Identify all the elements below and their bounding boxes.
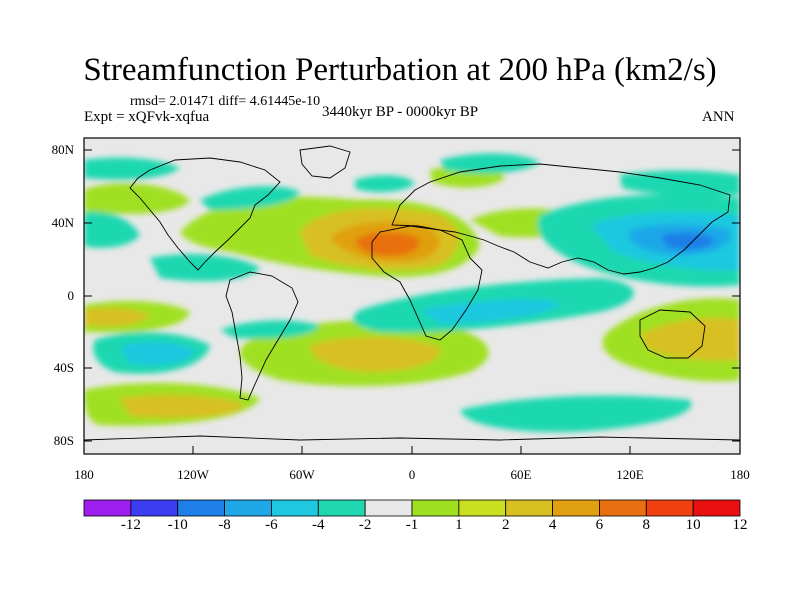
colorbar-label: -12 (120, 517, 141, 533)
chart-title: Streamfunction Perturbation at 200 hPa (… (83, 52, 717, 88)
contour-positive-sahara-core (355, 232, 420, 256)
colorbar-box (130, 499, 179, 517)
africa-outline (371, 225, 483, 341)
colorbar-label: -1 (405, 517, 419, 533)
period-label: 3440kyr BP - 0000kyr BP (322, 104, 479, 120)
colorbar-box (645, 499, 694, 517)
lon-tick-label: 120E (616, 467, 644, 482)
lat-tick-label: 40S (53, 360, 74, 375)
colorbar-label: 2 (501, 517, 510, 533)
lat-tick-label: 40N (51, 215, 74, 230)
colorbar-label: -2 (358, 517, 372, 533)
contour-negative-arctic-asia (440, 153, 540, 174)
contour-negative-east-asia-core-3 (660, 232, 715, 250)
colorbar-box (271, 499, 319, 517)
colorbar-box (411, 499, 460, 517)
australia-outline (639, 309, 706, 359)
north-america-outline (129, 157, 281, 271)
colorbar (83, 499, 741, 517)
colorbar-box (177, 499, 225, 517)
contour-positive-australia-core (640, 317, 740, 361)
lat-tick-label: 80N (51, 142, 74, 157)
colorbar-label: 1 (455, 517, 463, 533)
colorbar-box (505, 499, 553, 517)
colorbar-label: 8 (642, 517, 651, 533)
lon-tick-label: 120W (177, 467, 209, 482)
contour-negative-north-pacific-west (84, 211, 140, 248)
colorbar-label: -4 (312, 517, 325, 533)
contour-positive-southeast-pacific-core (84, 307, 150, 327)
colorbar-box (552, 499, 600, 517)
contour-negative-arctic-pacific (84, 157, 180, 180)
antarctica-outline (84, 435, 740, 441)
experiment-label: Expt = xQFvk-xqfua (84, 109, 210, 125)
lon-tick-label: 180 (74, 467, 94, 482)
lat-tick-label: 80S (53, 433, 74, 448)
contour-negative-arctic-europe (355, 175, 415, 193)
south-america-outline (225, 271, 299, 401)
colorbar-label: -8 (218, 517, 231, 533)
colorbar-label: 4 (548, 517, 557, 533)
colorbar-box (692, 499, 741, 517)
contour-negative-southern-pacific (220, 320, 320, 339)
contour-positive-southern-ocean-core (120, 395, 245, 418)
colorbar-box (364, 499, 413, 517)
lon-tick-label: 60E (510, 467, 532, 482)
season-label: ANN (702, 109, 735, 125)
colorbar-box (317, 499, 366, 517)
colorbar-label: 6 (595, 517, 604, 533)
colorbar-label: -6 (265, 517, 278, 533)
colorbar-box (83, 499, 132, 517)
colorbar-label: 10 (685, 517, 701, 533)
colorbar-box (458, 499, 507, 517)
lon-tick-label: 0 (408, 467, 416, 482)
contour-field (84, 153, 740, 433)
greenland-outline (299, 145, 351, 179)
colorbar-box (599, 499, 647, 517)
colorbar-label: 12 (732, 517, 748, 533)
contour-negative-south-pacific-core (120, 341, 195, 366)
contour-negative-north-atlantic (200, 186, 300, 210)
contour-negative-tropical-indian-core (420, 299, 560, 324)
lon-tick-label: 180 (730, 467, 750, 482)
eurasia-outline (391, 163, 731, 275)
lon-tick-label: 60W (289, 467, 315, 482)
stats-line: rmsd= 2.01471 diff= 4.61445e-10 (130, 94, 321, 109)
contour-positive-south-atlantic-core (310, 337, 441, 372)
contour-negative-southern-atlantic (460, 395, 692, 433)
colorbar-box (224, 499, 272, 517)
colorbar-label: -10 (167, 517, 188, 533)
axis-ticks (83, 149, 741, 454)
contour-negative-north-pacific-east (150, 254, 260, 282)
contour-positive-north-pacific (84, 183, 190, 215)
coastlines (84, 145, 740, 441)
lat-tick-label: 0 (67, 288, 75, 303)
